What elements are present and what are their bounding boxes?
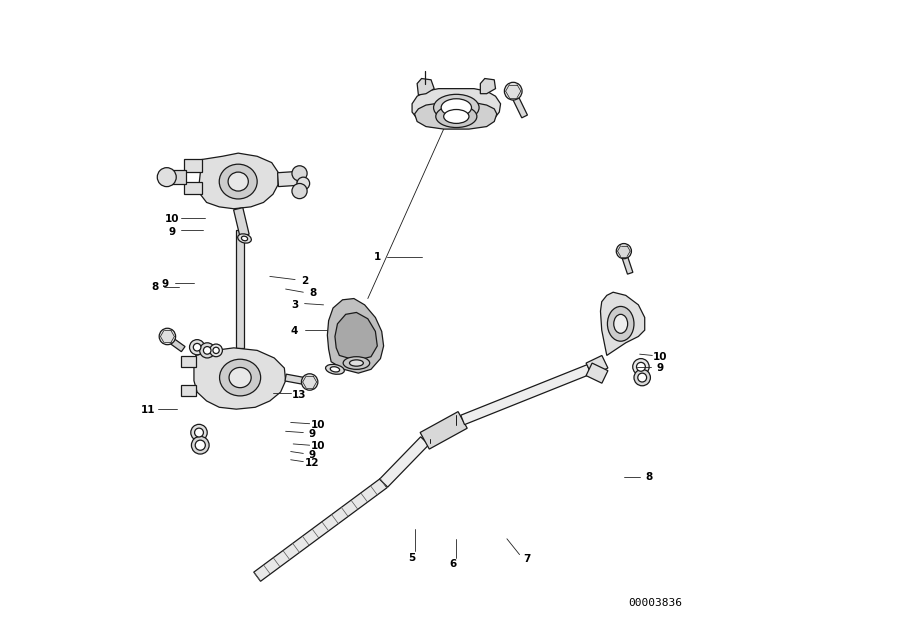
Text: 10: 10 bbox=[652, 352, 667, 362]
Text: 00003836: 00003836 bbox=[629, 598, 683, 608]
Circle shape bbox=[210, 344, 222, 357]
Circle shape bbox=[292, 166, 307, 181]
Text: 10: 10 bbox=[311, 441, 326, 451]
Polygon shape bbox=[184, 159, 202, 172]
Text: 8: 8 bbox=[645, 472, 652, 482]
Polygon shape bbox=[621, 253, 633, 274]
Circle shape bbox=[636, 363, 645, 371]
Polygon shape bbox=[234, 208, 249, 236]
Polygon shape bbox=[166, 335, 185, 352]
Text: 2: 2 bbox=[301, 276, 308, 286]
Circle shape bbox=[634, 370, 651, 386]
Text: 6: 6 bbox=[449, 559, 457, 569]
Ellipse shape bbox=[238, 234, 251, 243]
Text: 11: 11 bbox=[140, 405, 155, 415]
Circle shape bbox=[297, 177, 310, 190]
Ellipse shape bbox=[343, 357, 370, 370]
Text: 12: 12 bbox=[305, 458, 320, 468]
Polygon shape bbox=[510, 91, 527, 118]
Text: 3: 3 bbox=[292, 300, 299, 310]
Ellipse shape bbox=[220, 164, 257, 199]
Text: 9: 9 bbox=[168, 227, 176, 236]
Ellipse shape bbox=[444, 109, 469, 123]
Circle shape bbox=[616, 244, 632, 258]
Ellipse shape bbox=[441, 99, 472, 116]
Text: 10: 10 bbox=[165, 214, 179, 224]
Ellipse shape bbox=[241, 236, 248, 241]
Ellipse shape bbox=[330, 367, 339, 372]
Circle shape bbox=[191, 424, 207, 441]
Polygon shape bbox=[181, 385, 196, 396]
Polygon shape bbox=[199, 153, 278, 209]
Ellipse shape bbox=[434, 95, 479, 121]
Circle shape bbox=[213, 347, 220, 354]
Ellipse shape bbox=[228, 172, 248, 191]
Text: 5: 5 bbox=[409, 552, 416, 563]
Text: 1: 1 bbox=[374, 253, 381, 262]
Circle shape bbox=[159, 328, 176, 345]
Polygon shape bbox=[335, 312, 377, 361]
Polygon shape bbox=[380, 437, 428, 487]
Circle shape bbox=[203, 347, 211, 354]
Ellipse shape bbox=[326, 364, 345, 374]
Ellipse shape bbox=[436, 105, 477, 128]
Polygon shape bbox=[194, 348, 285, 409]
Text: 8: 8 bbox=[310, 288, 317, 298]
Text: 8: 8 bbox=[151, 282, 158, 292]
Polygon shape bbox=[184, 182, 202, 194]
Circle shape bbox=[504, 83, 522, 100]
Text: 9: 9 bbox=[309, 429, 316, 439]
Ellipse shape bbox=[229, 368, 251, 388]
Circle shape bbox=[192, 436, 209, 454]
Circle shape bbox=[633, 359, 649, 375]
Polygon shape bbox=[461, 364, 591, 425]
Circle shape bbox=[292, 184, 307, 199]
Polygon shape bbox=[586, 363, 608, 383]
Text: 9: 9 bbox=[162, 279, 169, 289]
Text: 13: 13 bbox=[292, 390, 307, 399]
Ellipse shape bbox=[608, 307, 634, 341]
Polygon shape bbox=[415, 102, 497, 129]
Text: 7: 7 bbox=[524, 554, 531, 564]
Polygon shape bbox=[412, 89, 500, 128]
Polygon shape bbox=[420, 411, 467, 449]
Text: 4: 4 bbox=[291, 326, 298, 337]
Circle shape bbox=[200, 343, 215, 358]
Polygon shape bbox=[236, 231, 244, 348]
Circle shape bbox=[194, 428, 203, 437]
Polygon shape bbox=[285, 374, 310, 385]
Polygon shape bbox=[328, 298, 383, 373]
Polygon shape bbox=[166, 170, 185, 184]
Circle shape bbox=[194, 344, 201, 351]
Circle shape bbox=[158, 168, 176, 187]
Circle shape bbox=[638, 373, 646, 382]
Text: 10: 10 bbox=[311, 420, 326, 430]
Polygon shape bbox=[417, 79, 434, 95]
Polygon shape bbox=[600, 292, 644, 356]
Circle shape bbox=[190, 340, 204, 355]
Polygon shape bbox=[254, 479, 387, 581]
Polygon shape bbox=[277, 171, 298, 187]
Circle shape bbox=[195, 440, 205, 450]
Text: 9: 9 bbox=[309, 450, 316, 460]
Ellipse shape bbox=[349, 360, 364, 366]
Polygon shape bbox=[586, 356, 608, 376]
Ellipse shape bbox=[220, 359, 261, 396]
Polygon shape bbox=[181, 356, 196, 368]
Ellipse shape bbox=[614, 314, 627, 333]
Circle shape bbox=[302, 374, 318, 390]
Polygon shape bbox=[481, 79, 496, 94]
Text: 9: 9 bbox=[656, 363, 663, 373]
